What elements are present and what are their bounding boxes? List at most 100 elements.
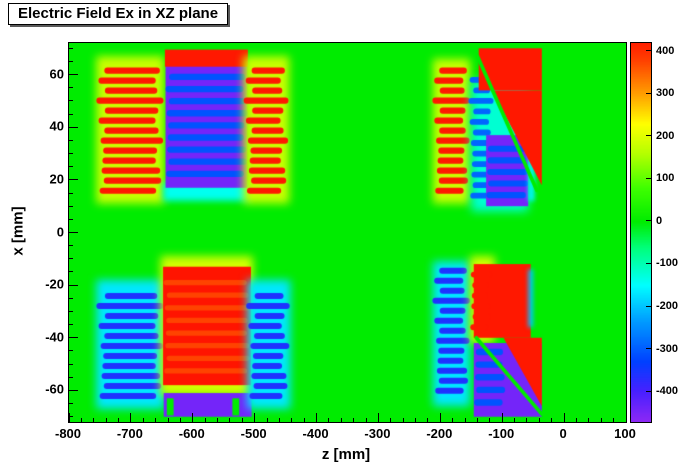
x-major-tick (254, 413, 256, 422)
x-minor-tick (489, 418, 491, 422)
x-minor-tick (452, 418, 454, 422)
x-major-tick (563, 413, 565, 422)
y-major-tick (69, 232, 78, 233)
colorbar-tick (646, 135, 651, 137)
x-axis-label: z [mm] (321, 446, 371, 463)
x-minor-tick (179, 418, 181, 422)
x-minor-tick (303, 418, 305, 422)
plot-title-box: Electric Field Ex in XZ plane (8, 3, 229, 25)
x-minor-tick (514, 418, 516, 422)
x-minor-tick (105, 418, 107, 422)
x-minor-tick (402, 418, 404, 422)
x-tick-label: -500 (240, 426, 267, 441)
colorbar-tick (646, 348, 651, 350)
x-major-tick (68, 413, 70, 422)
x-minor-tick (526, 418, 528, 422)
x-tick-label: -400 (302, 426, 329, 441)
colorbar-tick (646, 390, 651, 392)
x-minor-tick (217, 418, 219, 422)
colorbar-tick (646, 262, 651, 264)
y-minor-tick (69, 271, 73, 273)
x-tick-label: -300 (364, 426, 391, 441)
x-minor-tick (266, 418, 268, 422)
colorbar-tick-label: -400 (656, 385, 679, 398)
y-minor-tick (69, 192, 73, 194)
x-major-tick (501, 413, 503, 422)
colorbar-tick-label: 0 (656, 214, 663, 227)
x-minor-tick (80, 418, 82, 422)
x-minor-tick (204, 418, 206, 422)
x-minor-tick (241, 418, 243, 422)
x-tick-label: -800 (54, 426, 82, 441)
colorbar-tick-label: -100 (656, 257, 679, 270)
x-minor-tick (278, 418, 280, 422)
x-major-tick (625, 413, 627, 422)
x-minor-tick (155, 418, 157, 422)
colorbar-tick-label: 300 (656, 87, 675, 100)
x-minor-tick (291, 418, 293, 422)
y-minor-tick (69, 60, 73, 62)
x-minor-tick (476, 418, 478, 422)
x-tick-label: -200 (426, 426, 453, 441)
y-minor-tick (69, 258, 73, 260)
y-minor-tick (69, 205, 73, 207)
x-major-tick (377, 413, 379, 422)
y-tick-label: 20 (49, 171, 64, 187)
colorbar-tick-label: -300 (656, 342, 679, 355)
x-major-tick (439, 413, 441, 422)
x-minor-tick (118, 418, 119, 422)
colorbar-tick-label: 400 (656, 44, 675, 57)
y-tick-label: 40 (49, 118, 64, 134)
x-major-tick (130, 413, 132, 422)
y-major-tick (69, 284, 78, 286)
y-minor-tick (69, 87, 73, 89)
x-minor-tick (340, 418, 342, 422)
x-minor-tick (588, 418, 590, 422)
x-minor-tick (613, 418, 615, 422)
y-minor-tick (69, 139, 73, 141)
x-major-tick (316, 413, 318, 422)
y-major-tick (69, 337, 78, 339)
x-minor-tick (575, 418, 577, 422)
x-minor-tick (390, 418, 392, 422)
x-minor-tick (229, 418, 231, 422)
x-minor-tick (538, 418, 540, 422)
x-minor-tick (427, 418, 429, 422)
x-minor-tick (142, 418, 144, 422)
x-tick-label: 0 (559, 426, 567, 441)
y-minor-tick (69, 310, 73, 312)
colorbar-tick-label: 100 (656, 172, 675, 185)
x-minor-tick (93, 418, 95, 422)
x-minor-tick (167, 418, 169, 422)
y-minor-tick (69, 324, 73, 326)
colorbar-tick-label: -200 (656, 300, 679, 313)
x-minor-tick (328, 418, 330, 422)
plot-title: Electric Field Ex in XZ plane (18, 5, 219, 22)
heatmap-canvas (69, 43, 626, 422)
y-major-tick (69, 389, 78, 391)
y-major-tick (69, 126, 78, 128)
y-minor-tick (69, 166, 73, 168)
colorbar-tick (646, 92, 651, 94)
y-minor-tick (69, 245, 73, 247)
y-minor-tick (69, 218, 73, 220)
y-tick-label: -60 (45, 381, 64, 397)
x-minor-tick (353, 418, 355, 422)
y-minor-tick (69, 113, 73, 115)
plot-frame (68, 42, 627, 423)
x-minor-tick (365, 418, 367, 422)
x-major-tick (192, 413, 194, 422)
x-tick-label: -600 (178, 426, 205, 441)
y-minor-tick (69, 416, 73, 418)
y-minor-tick (69, 350, 73, 352)
x-minor-tick (415, 418, 417, 422)
y-minor-tick (69, 47, 73, 49)
y-minor-tick (69, 153, 73, 155)
colorbar-tick (646, 305, 651, 307)
x-minor-tick (600, 418, 602, 422)
y-minor-tick (69, 297, 73, 299)
y-minor-tick (69, 363, 73, 365)
colorbar (630, 42, 652, 423)
colorbar-tick (646, 177, 651, 179)
y-major-tick (69, 179, 78, 181)
